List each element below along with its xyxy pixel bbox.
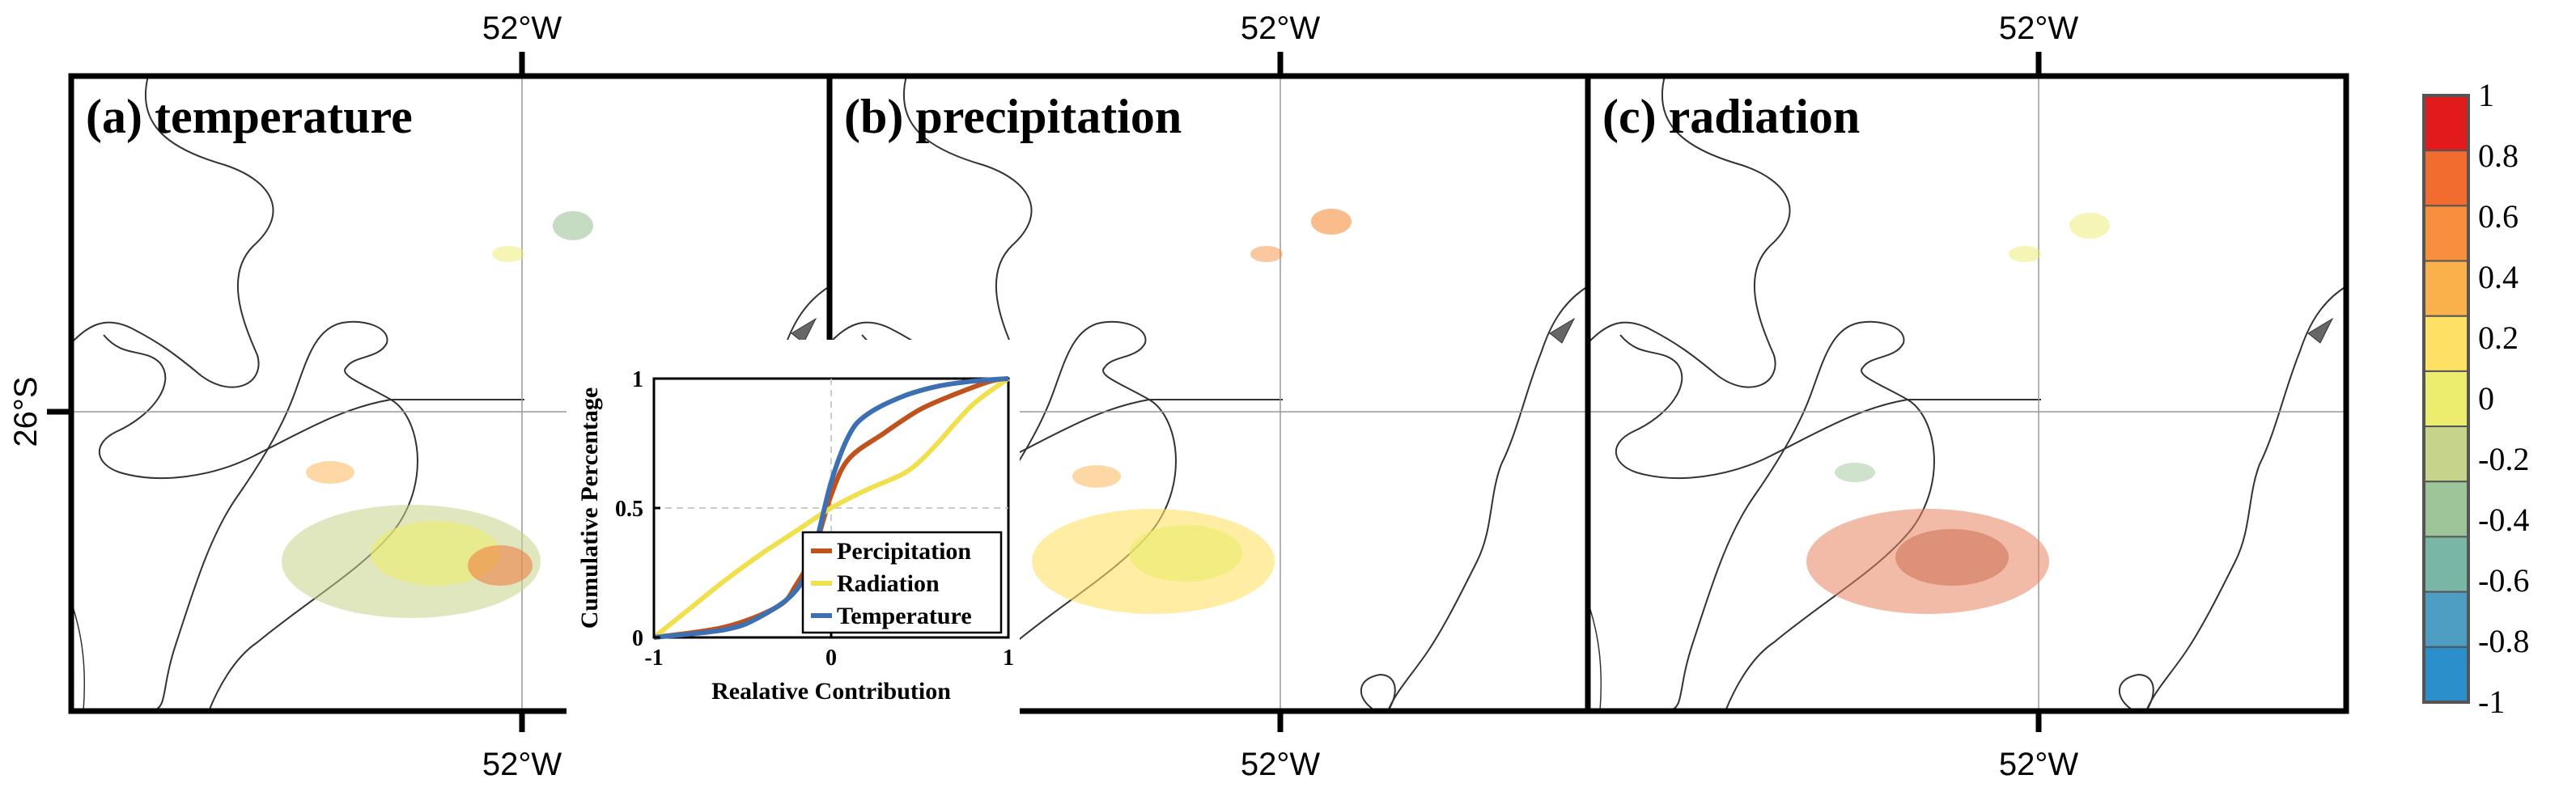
- colorbar-label: 1: [2478, 77, 2494, 113]
- colorbar-label: 0: [2478, 380, 2494, 417]
- legend-label-temperature: Temperature: [837, 603, 972, 629]
- colorbar-label: -0.6: [2478, 562, 2529, 599]
- colorbar-block: [2423, 481, 2469, 538]
- lon-label-top-b: 52°W: [1241, 11, 1320, 46]
- panel-a-data-cluster: [282, 211, 593, 618]
- colorbar-block: [2423, 150, 2469, 207]
- legend-box: [801, 531, 1003, 634]
- colorbar-block: [2423, 95, 2469, 152]
- inset-ytick-mid: 0.5: [615, 497, 643, 522]
- colorbar-block: [2423, 426, 2469, 483]
- lon-label-top-c: 52°W: [1999, 11, 2078, 46]
- lon-label-bottom-a: 52°W: [482, 747, 562, 782]
- colorbar-label: -0.8: [2478, 623, 2529, 659]
- colorbar-block: [2423, 646, 2469, 703]
- colorbar-block: [2423, 260, 2469, 317]
- colorbar-label: 0.2: [2478, 320, 2519, 356]
- lon-label-bottom-c: 52°W: [1999, 747, 2078, 782]
- series-line-temperature: [653, 376, 1009, 640]
- colorbar-blocks: [2423, 95, 2469, 703]
- panel-b-title: (b) precipitation: [844, 90, 1182, 143]
- colorbar-block: [2423, 205, 2469, 262]
- colorbar-label: 0.8: [2478, 138, 2519, 174]
- map-frame: [68, 73, 2349, 714]
- inset-ylabel: Cumulative Percentage: [576, 387, 603, 629]
- panel-c-title: (c) radiation: [1602, 90, 1860, 143]
- panel-a-title: (a) temperature: [86, 90, 413, 143]
- colorbar: 1 0.8 0.6 0.4 0.2 0 -0.2 -0.4 -0.6 -0.8 -1: [2422, 77, 2529, 720]
- legend-label-percipitation: Percipitation: [837, 538, 971, 565]
- colorbar-label: -0.4: [2478, 502, 2529, 538]
- colorbar-labels: 1 0.8 0.6 0.4 0.2 0 -0.2 -0.4 -0.6 -0.8 -1: [2478, 77, 2529, 720]
- panel-c-data-cluster: [1806, 213, 2110, 614]
- colorbar-frame: [2422, 94, 2470, 704]
- colorbar-label: -0.2: [2478, 441, 2529, 477]
- panel-c: (c) radiation: [1587, 75, 2347, 712]
- lon-label-bottom-b: 52°W: [1241, 747, 1320, 782]
- legend-label-radiation: Radiation: [837, 570, 940, 597]
- inset-chart: -1 0 1 0 0.5 1 Realative Contribution Cu…: [567, 340, 1020, 744]
- inset-ytick-min: 0: [632, 626, 643, 651]
- inset-xlabel: Realative Contribution: [711, 678, 951, 705]
- colorbar-label: 0.6: [2478, 198, 2519, 235]
- colorbar-block: [2423, 536, 2469, 593]
- inset-legend: Percipitation Radiation Temperature: [801, 531, 1003, 634]
- colorbar-label: -1: [2478, 684, 2505, 720]
- colorbar-block: [2423, 315, 2469, 372]
- inset-xtick-max: 1: [1003, 646, 1014, 671]
- colorbar-block: [2423, 370, 2469, 428]
- inset-ytick-max: 1: [632, 367, 643, 392]
- inset-xtick-min: -1: [644, 646, 663, 671]
- colorbar-block: [2423, 591, 2469, 648]
- panel-b-data-cluster: [1032, 209, 1352, 614]
- series-line-radiation: [652, 376, 1010, 640]
- inset-tick-marks: [652, 377, 1010, 639]
- lat-label: 26°S: [8, 376, 44, 447]
- inset-series: [652, 376, 1010, 640]
- colorbar-label: 0.4: [2478, 259, 2519, 295]
- lon-ticks: [47, 52, 2042, 732]
- lon-label-top-a: 52°W: [482, 11, 562, 46]
- inset-xtick-mid: 0: [825, 646, 837, 671]
